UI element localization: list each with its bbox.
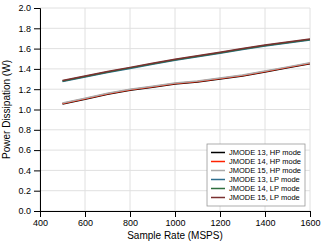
y-tick-label: 0.0 xyxy=(18,206,31,216)
legend-swatch xyxy=(211,188,225,190)
series-line xyxy=(63,40,311,82)
x-tick-mark xyxy=(130,211,131,217)
x-tick-label: 1400 xyxy=(255,218,275,228)
y-tick: 1.8 xyxy=(18,24,40,34)
y-tick-mark xyxy=(34,150,40,151)
x-tick-mark xyxy=(310,211,311,217)
y-tick: 1.2 xyxy=(18,85,40,95)
y-tick-mark xyxy=(34,211,40,212)
series-group xyxy=(63,39,311,104)
plot: 400 600 800 1000 1200 1400 1600 0.0 0.2 0.4 0.6 0.8… xyxy=(18,3,320,228)
y-tick-label: 0.8 xyxy=(18,125,31,135)
y-tick: 0.2 xyxy=(18,186,40,196)
x-tick-mark xyxy=(175,211,176,217)
y-tick-label: 0.6 xyxy=(18,145,31,155)
chart: 400 600 800 1000 1200 1400 1600 0.0 0.2 0.4 0.6 0.8… xyxy=(0,0,324,243)
y-tick-label: 1.4 xyxy=(18,64,31,74)
y-tick-label: 0.2 xyxy=(18,186,31,196)
grid xyxy=(40,8,310,211)
y-tick: 0.6 xyxy=(18,145,40,155)
y-tick-mark xyxy=(34,110,40,111)
x-tick-mark xyxy=(220,211,221,217)
series-line xyxy=(63,63,311,103)
x-axis: 400 600 800 1000 1200 1400 1600 xyxy=(33,211,321,228)
background xyxy=(0,0,324,243)
y-axis-line xyxy=(34,9,41,212)
grid-line xyxy=(40,48,310,49)
y-tick: 1.0 xyxy=(18,105,40,115)
x-tick-label: 1600 xyxy=(300,218,320,228)
y-tick: 2.0 xyxy=(18,3,40,13)
x-tick-mark xyxy=(85,211,86,217)
legend-swatch xyxy=(211,161,225,163)
y-tick-mark xyxy=(34,49,40,50)
y-tick: 0.4 xyxy=(18,166,40,176)
series-line xyxy=(63,63,311,103)
legend-label: JMODE 14, LP mode xyxy=(229,184,300,193)
y-tick-label: 1.6 xyxy=(18,44,31,54)
x-axis-title: Sample Rate (MSPS) xyxy=(127,230,223,241)
legend-swatch xyxy=(211,179,225,181)
y-axis-title: Power Dissipation (W) xyxy=(1,60,12,159)
y-tick-label: 1.2 xyxy=(18,85,31,95)
y-tick: 0.0 xyxy=(18,206,40,216)
grid-line xyxy=(40,129,310,130)
legend-frame xyxy=(207,144,305,206)
x-tick: 400 xyxy=(33,211,48,228)
series-line xyxy=(63,39,311,81)
legend-label: JMODE 13, LP mode xyxy=(229,175,300,184)
legend-swatch xyxy=(211,152,225,154)
x-tick-mark xyxy=(265,211,266,217)
x-tick-label: 400 xyxy=(33,218,48,228)
series-line xyxy=(63,39,311,81)
legend-swatch xyxy=(211,170,225,172)
grid-line xyxy=(40,28,310,29)
y-tick-mark xyxy=(34,89,40,90)
y-tick: 1.4 xyxy=(18,64,40,74)
grid-line xyxy=(40,89,310,90)
y-tick-mark xyxy=(34,130,40,131)
x-tick: 1200 xyxy=(210,211,230,228)
y-axis: 0.0 0.2 0.4 0.6 0.8 1.0 1.2 1.4 1.6 1.8 2.0 xyxy=(18,3,40,216)
legend-label: JMODE 14, HP mode xyxy=(229,157,301,166)
y-tick-mark xyxy=(34,28,40,29)
y-tick-label: 0.4 xyxy=(18,166,31,176)
x-tick: 1600 xyxy=(300,211,320,228)
x-tick: 800 xyxy=(123,211,138,228)
grid-line xyxy=(40,68,310,69)
legend-label: JMODE 15, HP mode xyxy=(229,166,301,175)
grid-line xyxy=(40,8,310,9)
grid-line xyxy=(40,109,310,110)
y-tick-mark xyxy=(34,191,40,192)
y-tick-mark xyxy=(34,170,40,171)
x-tick: 1000 xyxy=(165,211,185,228)
x-axis-line xyxy=(41,212,311,218)
y-tick: 1.6 xyxy=(18,44,40,54)
x-tick-label: 1200 xyxy=(210,218,230,228)
legend: JMODE 13, HP modeJMODE 14, HP modeJMODE … xyxy=(207,144,305,206)
y-tick: 0.8 xyxy=(18,125,40,135)
y-tick-label: 1.0 xyxy=(18,105,31,115)
y-tick-mark xyxy=(34,8,40,9)
x-tick: 1400 xyxy=(255,211,275,228)
legend-label: JMODE 13, HP mode xyxy=(229,148,301,157)
x-tick-label: 800 xyxy=(123,218,138,228)
y-tick-label: 2.0 xyxy=(18,3,31,13)
x-tick: 600 xyxy=(78,211,93,228)
x-tick-label: 600 xyxy=(78,218,93,228)
y-tick-mark xyxy=(34,69,40,70)
legend-label: JMODE 15, LP mode xyxy=(229,193,300,202)
legend-swatch xyxy=(211,197,225,199)
x-tick-label: 1000 xyxy=(165,218,185,228)
y-tick-label: 1.8 xyxy=(18,24,31,34)
